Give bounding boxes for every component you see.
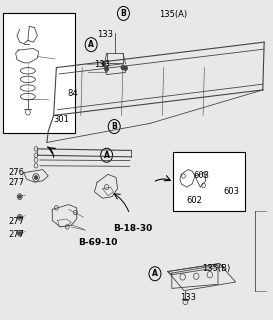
Text: 133: 133 bbox=[94, 60, 110, 69]
Circle shape bbox=[19, 196, 21, 198]
Text: 602: 602 bbox=[187, 196, 203, 205]
Circle shape bbox=[105, 67, 108, 71]
Text: A: A bbox=[152, 269, 158, 278]
Circle shape bbox=[121, 66, 124, 69]
Text: B: B bbox=[111, 122, 117, 131]
Text: A: A bbox=[88, 40, 94, 49]
Bar bbox=[173, 152, 245, 211]
Circle shape bbox=[35, 176, 37, 179]
Text: A: A bbox=[104, 151, 109, 160]
Text: 135(A): 135(A) bbox=[160, 10, 188, 19]
Text: 277: 277 bbox=[9, 217, 25, 226]
Text: 133: 133 bbox=[97, 30, 113, 39]
Text: 301: 301 bbox=[54, 115, 70, 124]
Text: 277: 277 bbox=[9, 230, 25, 239]
Text: B-18-30: B-18-30 bbox=[113, 224, 153, 233]
Text: B: B bbox=[121, 9, 126, 18]
Text: 133: 133 bbox=[180, 292, 196, 301]
Circle shape bbox=[102, 62, 106, 66]
Circle shape bbox=[124, 66, 127, 70]
Text: 135(B): 135(B) bbox=[202, 264, 230, 274]
Text: B-69-10: B-69-10 bbox=[78, 238, 117, 247]
Text: 603: 603 bbox=[194, 172, 210, 180]
Text: 603: 603 bbox=[223, 188, 239, 196]
Circle shape bbox=[19, 216, 21, 219]
Bar bbox=[3, 13, 75, 133]
Text: 277: 277 bbox=[9, 178, 25, 187]
Circle shape bbox=[19, 232, 21, 235]
Text: 276: 276 bbox=[9, 168, 25, 177]
Text: 84: 84 bbox=[67, 89, 78, 98]
